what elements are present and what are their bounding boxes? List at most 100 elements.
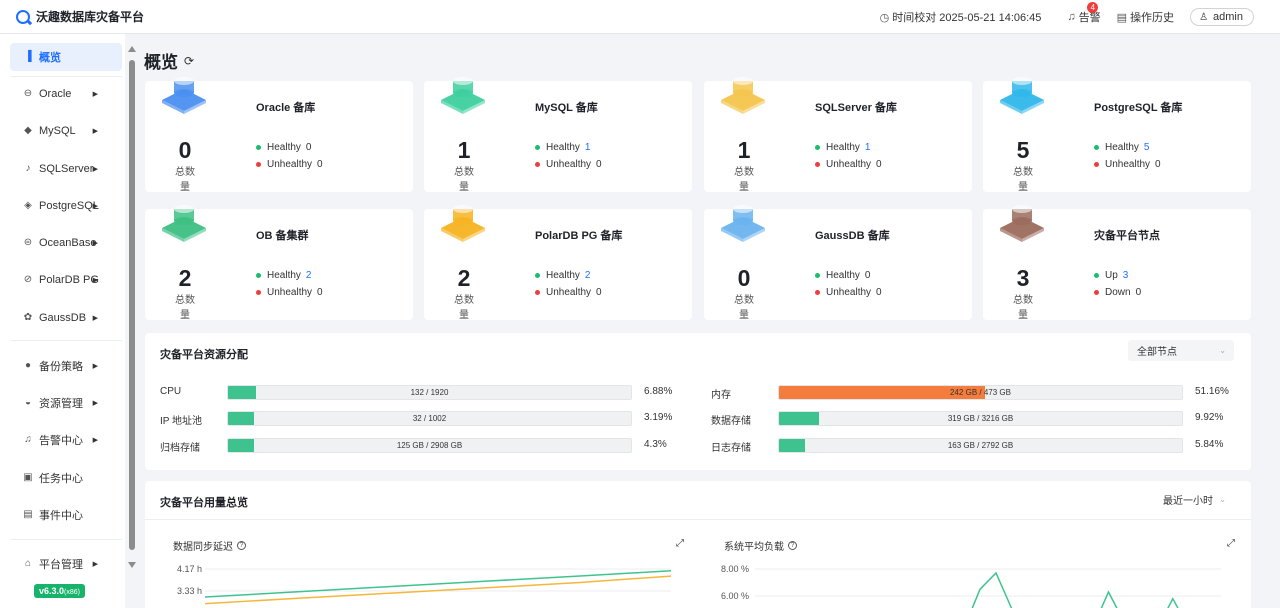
chart1-ytick: 3.33 h bbox=[176, 586, 202, 596]
sidebar-item-label: OceanBase bbox=[39, 237, 97, 249]
time-range-value: 最近一小时 bbox=[1163, 496, 1213, 507]
chart1-ytick: 4.17 h bbox=[176, 564, 202, 574]
card-title: OB 备集群 bbox=[256, 230, 309, 242]
user-menu-button[interactable]: ♙ admin bbox=[1190, 8, 1254, 26]
status-value[interactable]: 1 bbox=[864, 142, 871, 153]
settings-icon: ⌂ bbox=[24, 558, 32, 569]
sidebar-item-resource[interactable]: ◒ 资源管理 ▶ bbox=[10, 389, 122, 417]
summary-card[interactable]: PolarDB PG 备库 2 总数量 Healthy 2 Unhealthy … bbox=[424, 205, 692, 321]
history-icon: ▤ bbox=[1116, 11, 1128, 24]
status-value[interactable]: 3 bbox=[1122, 270, 1129, 281]
expand-icon[interactable]: ⤢ bbox=[676, 538, 684, 549]
card-count: 1 bbox=[737, 137, 751, 163]
card-count: 0 bbox=[178, 137, 192, 163]
history-button[interactable]: ▤ 操作历史 bbox=[1117, 9, 1174, 25]
status-value: 0 bbox=[317, 159, 323, 170]
sidebar-item-tasks[interactable]: ▣ 任务中心 bbox=[10, 464, 122, 492]
app-logo[interactable]: 沃趣数据库灾备平台 bbox=[16, 8, 144, 25]
sidebar-item-oracle[interactable]: ⊖ Oracle ▶ bbox=[10, 80, 122, 108]
status-value[interactable]: 2 bbox=[584, 270, 591, 281]
summary-card[interactable]: PostgreSQL 备库 5 总数量 Healthy 5 Unhealthy … bbox=[983, 77, 1251, 193]
help-icon[interactable]: ? bbox=[237, 541, 246, 550]
node-select[interactable]: 全部节点 ⌄ bbox=[1128, 340, 1234, 361]
mysql-icon: ◆ bbox=[24, 125, 32, 136]
resource-usage-text: 32 / 1002 bbox=[412, 414, 447, 423]
chevron-right-icon: ▶ bbox=[92, 400, 98, 407]
task-icon: ▣ bbox=[23, 472, 33, 483]
green-dot-icon bbox=[256, 273, 261, 278]
divider bbox=[10, 539, 122, 540]
sidebar-item-oceanbase[interactable]: ⊜ OceanBase ▶ bbox=[10, 229, 122, 257]
status-value[interactable]: 5 bbox=[1143, 142, 1150, 153]
card-count-label: 总数量 bbox=[175, 167, 195, 193]
status-label: Healthy bbox=[267, 270, 301, 281]
status-unhealthy: Unhealthy 0 bbox=[1094, 159, 1161, 170]
resource-percent: 51.16% bbox=[1195, 386, 1229, 397]
status-value[interactable]: 2 bbox=[305, 270, 312, 281]
resource-label: CPU bbox=[160, 386, 182, 397]
sidebar-item-polardb[interactable]: ⊘ PolarDB PG ▶ bbox=[10, 266, 122, 294]
expand-icon[interactable]: ⤢ bbox=[1227, 538, 1235, 549]
status-value: 0 bbox=[596, 159, 602, 170]
status-healthy: Healthy 1 bbox=[535, 142, 590, 153]
divider bbox=[145, 519, 1251, 520]
sidebar-item-backup-policy[interactable]: ● 备份策略 ▶ bbox=[10, 352, 122, 380]
status-value[interactable]: 0 bbox=[305, 142, 312, 153]
resource-progress-bar: 163 GB / 2792 GB bbox=[778, 438, 1183, 453]
summary-card[interactable]: GaussDB 备库 0 总数量 Healthy 0 Unhealthy 0 bbox=[704, 205, 972, 321]
version-arch: (x86) bbox=[64, 589, 80, 596]
status-unhealthy: Down 0 bbox=[1094, 287, 1141, 298]
summary-card[interactable]: MySQL 备库 1 总数量 Healthy 1 Unhealthy 0 bbox=[424, 77, 692, 193]
time-sync[interactable]: ◷ 时间校对 2025-05-21 14:06:45 bbox=[880, 9, 1042, 25]
summary-card[interactable]: OB 备集群 2 总数量 Healthy 2 Unhealthy 0 bbox=[145, 205, 413, 321]
status-healthy: Healthy 0 bbox=[256, 142, 311, 153]
sidebar-item-label: 任务中心 bbox=[39, 473, 83, 485]
status-unhealthy: Unhealthy 0 bbox=[256, 287, 323, 298]
scroll-down-arrow-icon[interactable] bbox=[128, 562, 136, 568]
chevron-right-icon: ▶ bbox=[92, 166, 98, 173]
chevron-right-icon: ▶ bbox=[92, 203, 98, 210]
page-title-text: 概览 bbox=[144, 53, 178, 72]
sidebar-item-sqlserver[interactable]: ♪ SQLServer ▶ bbox=[10, 155, 122, 183]
status-value[interactable]: 0 bbox=[864, 270, 871, 281]
usage-panel: 灾备平台用量总览 最近一小时 ⌄ 数据同步延迟 ? ⤢ 4.17 h 3.33 … bbox=[145, 481, 1251, 608]
card-count-label: 总数量 bbox=[454, 167, 474, 193]
refresh-icon[interactable]: ⟳ bbox=[184, 53, 195, 68]
sidebar-item-events[interactable]: ▤ 事件中心 bbox=[10, 501, 122, 529]
oceanbase-icon: ⊜ bbox=[23, 237, 33, 248]
card-count-label: 总数量 bbox=[734, 295, 754, 321]
sidebar-item-label: MySQL bbox=[39, 125, 76, 137]
card-count-label: 总数量 bbox=[1013, 167, 1033, 193]
card-title: Oracle 备库 bbox=[256, 102, 316, 114]
resource-label: 内存 bbox=[711, 390, 731, 401]
card-title: MySQL 备库 bbox=[535, 102, 598, 114]
sidebar-item-gaussdb[interactable]: ✿ GaussDB ▶ bbox=[10, 304, 122, 332]
sidebar-item-label: 备份策略 bbox=[39, 361, 83, 373]
sidebar-item-label: PolarDB PG bbox=[39, 274, 99, 286]
sidebar-scrollbar[interactable] bbox=[128, 46, 136, 576]
resource-progress-fill bbox=[228, 439, 255, 452]
sidebar-item-overview[interactable]: ▐ 概览 bbox=[10, 43, 122, 71]
version-number: v6.3.0 bbox=[39, 586, 65, 596]
card-count-label: 总数量 bbox=[734, 167, 754, 193]
status-value: 0 bbox=[1135, 287, 1142, 298]
status-value: 0 bbox=[876, 287, 882, 298]
sidebar-item-mysql[interactable]: ◆ MySQL ▶ bbox=[10, 117, 122, 145]
scroll-up-arrow-icon[interactable] bbox=[128, 46, 136, 52]
sidebar-item-postgresql[interactable]: ◈ PostgreSQL ▶ bbox=[10, 192, 122, 220]
resource-usage-text: 163 GB / 2792 GB bbox=[947, 441, 1014, 450]
help-icon[interactable]: ? bbox=[788, 541, 797, 550]
red-dot-icon bbox=[535, 290, 540, 295]
sidebar-item-alerts[interactable]: ♫ 告警中心 ▶ bbox=[10, 426, 122, 454]
sidebar-item-platform[interactable]: ⌂ 平台管理 ▶ bbox=[10, 550, 122, 578]
chevron-right-icon: ▶ bbox=[92, 437, 98, 444]
status-value: 0 bbox=[317, 287, 323, 298]
alerts-button[interactable]: ♫ 告警 4 bbox=[1067, 2, 1101, 25]
database-illustration-icon bbox=[721, 205, 765, 242]
summary-card[interactable]: 灾备平台节点 3 总数量 Up 3 Down 0 bbox=[983, 205, 1251, 321]
scroll-thumb[interactable] bbox=[129, 60, 135, 550]
summary-card[interactable]: Oracle 备库 0 总数量 Healthy 0 Unhealthy 0 bbox=[145, 77, 413, 193]
time-range-select[interactable]: 最近一小时 ⌄ bbox=[1154, 490, 1234, 509]
status-value[interactable]: 1 bbox=[584, 142, 591, 153]
summary-card[interactable]: SQLServer 备库 1 总数量 Healthy 1 Unhealthy 0 bbox=[704, 77, 972, 193]
